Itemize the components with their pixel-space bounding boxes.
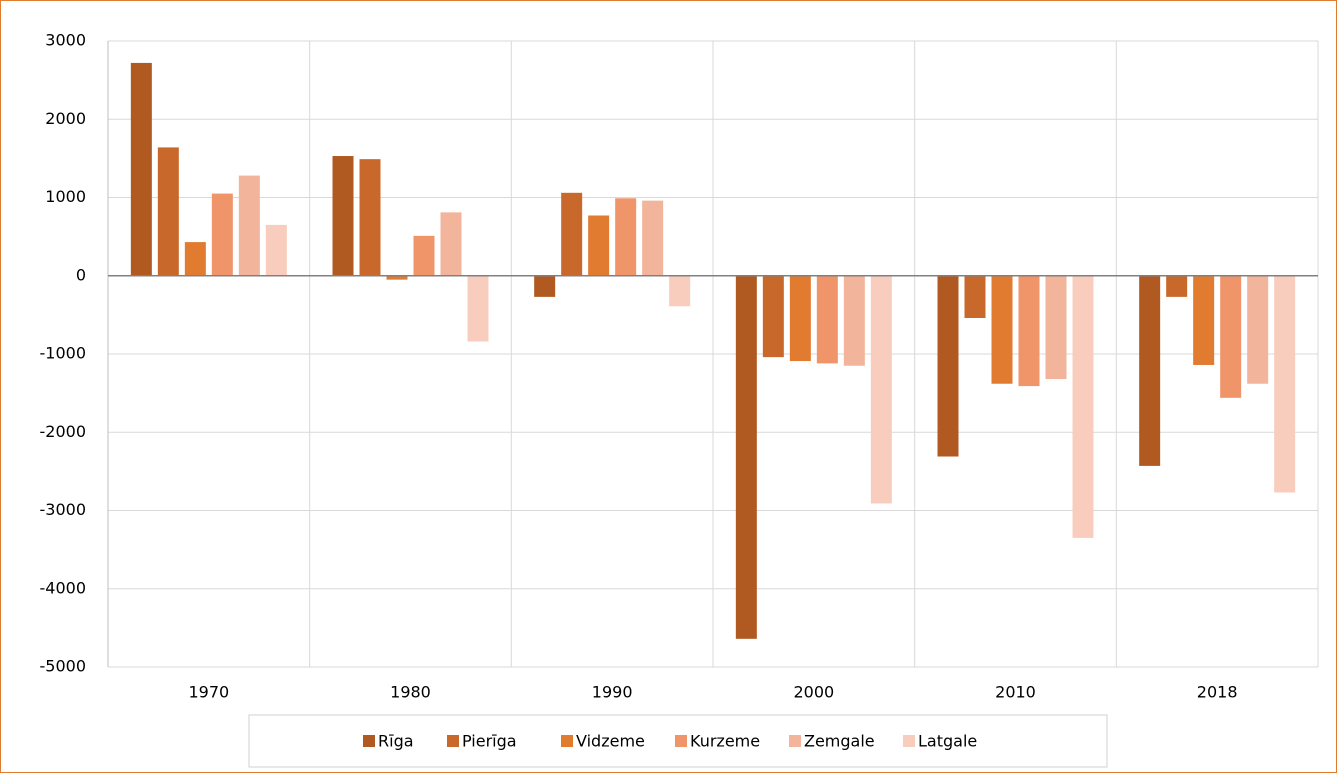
y-tick-label: -1000 (40, 344, 87, 363)
bar (211, 193, 233, 276)
legend-swatch (789, 735, 801, 747)
bar (843, 275, 865, 366)
y-tick-label: 1000 (45, 187, 86, 206)
legend-label: Kurzeme (690, 732, 760, 751)
legend-label: Latgale (918, 732, 977, 751)
bar (1166, 275, 1188, 297)
legend-swatch (363, 735, 375, 747)
x-tick-label: 1970 (188, 683, 229, 702)
x-tick-label: 1980 (390, 683, 431, 702)
bar (534, 275, 556, 297)
legend-swatch (675, 735, 687, 747)
bar (735, 275, 757, 639)
y-tick-label: 0 (76, 265, 86, 284)
bar (991, 275, 1013, 384)
grid (107, 40, 1319, 668)
bar (265, 224, 287, 276)
legend-swatch (561, 735, 573, 747)
bar (816, 275, 838, 364)
bar (1072, 275, 1094, 538)
bar (561, 192, 583, 276)
bar (1139, 275, 1161, 466)
x-tick-label: 2010 (995, 683, 1036, 702)
legend-label: Vidzeme (576, 732, 645, 751)
bar (238, 175, 260, 276)
bar (642, 200, 664, 276)
legend-label: Rīga (378, 732, 414, 751)
bar (615, 198, 637, 276)
bar (964, 275, 986, 319)
bar (870, 275, 892, 504)
x-tick-label: 1990 (592, 683, 633, 702)
y-tick-label: -5000 (40, 657, 87, 676)
bar (332, 156, 354, 276)
x-tick-label: 2000 (793, 683, 834, 702)
legend-swatch (903, 735, 915, 747)
bar (359, 159, 381, 276)
bar (789, 275, 811, 362)
x-tick-label: 2018 (1197, 683, 1238, 702)
bar (937, 275, 959, 457)
bar (413, 235, 435, 276)
y-tick-label: -3000 (40, 500, 87, 519)
bar (386, 275, 408, 280)
bar (588, 215, 610, 276)
bar (184, 242, 206, 276)
bar (762, 275, 784, 358)
bar (1220, 275, 1242, 398)
y-tick-label: -4000 (40, 578, 87, 597)
bar (130, 62, 152, 276)
bar (1045, 275, 1067, 380)
bar (1274, 275, 1296, 493)
bar (440, 212, 462, 276)
bar (467, 275, 489, 342)
bar (157, 147, 179, 276)
bar (1247, 275, 1269, 384)
bar (669, 275, 691, 307)
legend-label: Pierīga (462, 732, 517, 751)
bar (1018, 275, 1040, 387)
y-tick-label: -2000 (40, 422, 87, 441)
bars (130, 62, 1296, 639)
legend-label: Zemgale (804, 732, 875, 751)
bar (1193, 275, 1215, 365)
y-tick-label: 2000 (45, 109, 86, 128)
legend-swatch (447, 735, 459, 747)
y-tick-label: 3000 (45, 31, 86, 50)
